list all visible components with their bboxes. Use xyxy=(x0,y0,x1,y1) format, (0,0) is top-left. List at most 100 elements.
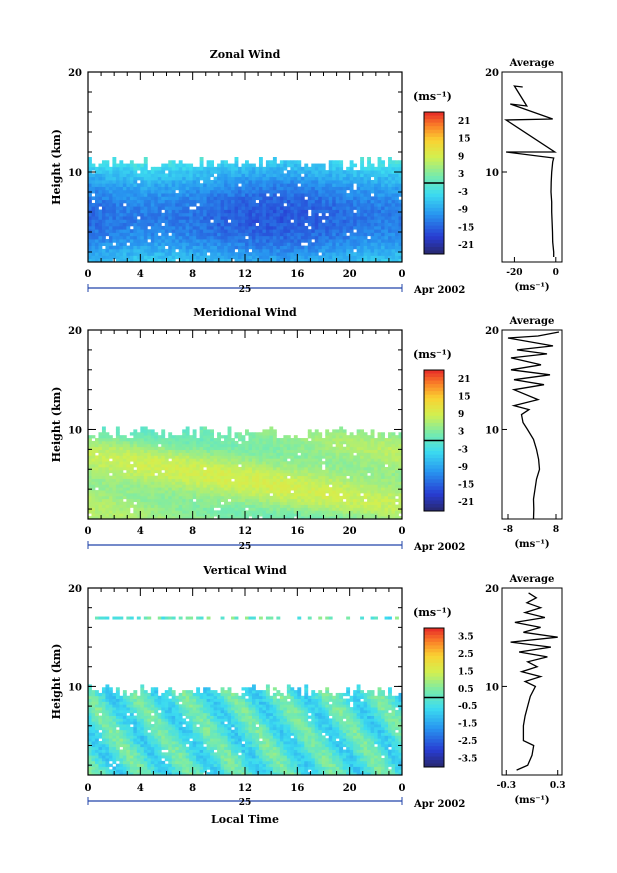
heatmap-cell xyxy=(314,498,319,503)
heatmap-cell xyxy=(283,490,288,494)
heatmap-cell xyxy=(224,492,228,497)
heatmap-cell xyxy=(112,510,117,514)
heatmap-cell xyxy=(314,170,319,174)
heatmap-cell xyxy=(168,199,173,204)
heatmap-cell xyxy=(178,258,183,263)
heatmap-cell xyxy=(307,255,312,260)
heatmap-cell xyxy=(217,484,221,488)
heatmap-cell xyxy=(119,196,124,201)
heatmap-cell xyxy=(115,196,120,201)
heatmap-cell xyxy=(98,443,103,448)
colorbar-segment xyxy=(424,225,444,230)
heatmap-cell xyxy=(325,193,330,197)
heatmap-cell xyxy=(388,163,392,168)
heatmap-cell xyxy=(286,469,291,474)
heatmap-cell xyxy=(220,245,225,250)
heatmap-cell xyxy=(307,219,312,224)
heatmap-cell xyxy=(175,510,180,514)
heatmap-cell xyxy=(251,193,256,197)
heatmap-cell xyxy=(398,173,403,178)
heatmap-cell xyxy=(115,229,120,233)
heatmap-cell xyxy=(363,212,368,217)
heatmap-cell xyxy=(339,495,344,500)
heatmap-cell xyxy=(384,212,389,217)
heatmap-cell xyxy=(314,242,319,246)
heatmap-cell xyxy=(224,501,228,505)
heatmap-cell xyxy=(279,443,284,448)
heatmap-cell xyxy=(182,438,187,442)
heatmap-cell xyxy=(206,501,211,505)
heatmap-cell xyxy=(388,255,392,260)
x-tick-label: 12 xyxy=(238,269,252,280)
heatmap-cell xyxy=(258,466,263,471)
heatmap-cell xyxy=(248,235,253,240)
heatmap-cell xyxy=(203,461,208,465)
heatmap-cell xyxy=(171,452,176,456)
heatmap-cell xyxy=(189,490,194,494)
heatmap-cell xyxy=(395,173,399,178)
heatmap-cell xyxy=(161,466,166,471)
heatmap-cell xyxy=(178,484,183,488)
heatmap-cell xyxy=(224,160,228,164)
heatmap-cell xyxy=(307,449,312,453)
heatmap-cell xyxy=(150,216,155,220)
heatmap-cell xyxy=(147,212,152,217)
heatmap-cell xyxy=(251,216,256,220)
heatmap-cell xyxy=(255,458,260,462)
heatmap-cell xyxy=(203,206,208,210)
heatmap-cell xyxy=(325,219,330,224)
heatmap-cell xyxy=(311,487,316,491)
heatmap-cell xyxy=(143,183,148,187)
heatmap-cell xyxy=(164,449,169,453)
heatmap-cell xyxy=(269,202,274,207)
heatmap-cell xyxy=(154,202,159,207)
heatmap-cell xyxy=(157,189,162,194)
heatmap-cell xyxy=(147,461,152,465)
heatmap-cell xyxy=(388,193,392,197)
heatmap-cell xyxy=(210,242,214,246)
heatmap-cell xyxy=(391,183,396,187)
heatmap-cell xyxy=(227,212,232,217)
heatmap-cell xyxy=(189,235,194,240)
heatmap-cell xyxy=(342,232,347,237)
heatmap-cell xyxy=(238,232,242,237)
heatmap-cell xyxy=(133,173,138,178)
heatmap-cell xyxy=(346,484,351,488)
heatmap-cell xyxy=(126,504,131,508)
heatmap-cell xyxy=(143,232,148,237)
heatmap-cell xyxy=(182,163,187,168)
heatmap-cell xyxy=(395,189,399,194)
heatmap-cell xyxy=(182,229,187,233)
heatmap-cell xyxy=(325,242,330,246)
heatmap-cell xyxy=(346,179,351,184)
heatmap-cell xyxy=(115,443,120,448)
heatmap-cell xyxy=(276,495,281,500)
heatmap-cell xyxy=(388,209,392,214)
heatmap-cell xyxy=(328,435,333,439)
heatmap-cell xyxy=(286,235,291,240)
heatmap-cell xyxy=(154,466,159,471)
heatmap-cell xyxy=(255,193,260,197)
heatmap-cell xyxy=(297,166,302,171)
heatmap-cell xyxy=(112,440,117,445)
heatmap-cell xyxy=(178,179,183,184)
heatmap-cell xyxy=(203,469,208,474)
heatmap-cell xyxy=(262,212,267,217)
heatmap-cell xyxy=(234,157,239,161)
heatmap-cell xyxy=(293,173,298,178)
heatmap-cell xyxy=(136,510,141,514)
heatmap-cell xyxy=(272,232,277,237)
heatmap-cell xyxy=(342,455,347,459)
heatmap-cell xyxy=(248,186,253,191)
heatmap-cell xyxy=(206,258,211,263)
heatmap-cell xyxy=(388,186,392,191)
heatmap-cell xyxy=(321,443,326,448)
heatmap-cell xyxy=(234,199,239,204)
heatmap-cell xyxy=(178,475,183,479)
heatmap-cell xyxy=(101,507,106,511)
heatmap-cell xyxy=(192,481,197,485)
heatmap-cell xyxy=(101,225,106,230)
heatmap-cell xyxy=(332,440,337,445)
heatmap-cell xyxy=(171,469,176,474)
heatmap-cell xyxy=(129,440,134,445)
